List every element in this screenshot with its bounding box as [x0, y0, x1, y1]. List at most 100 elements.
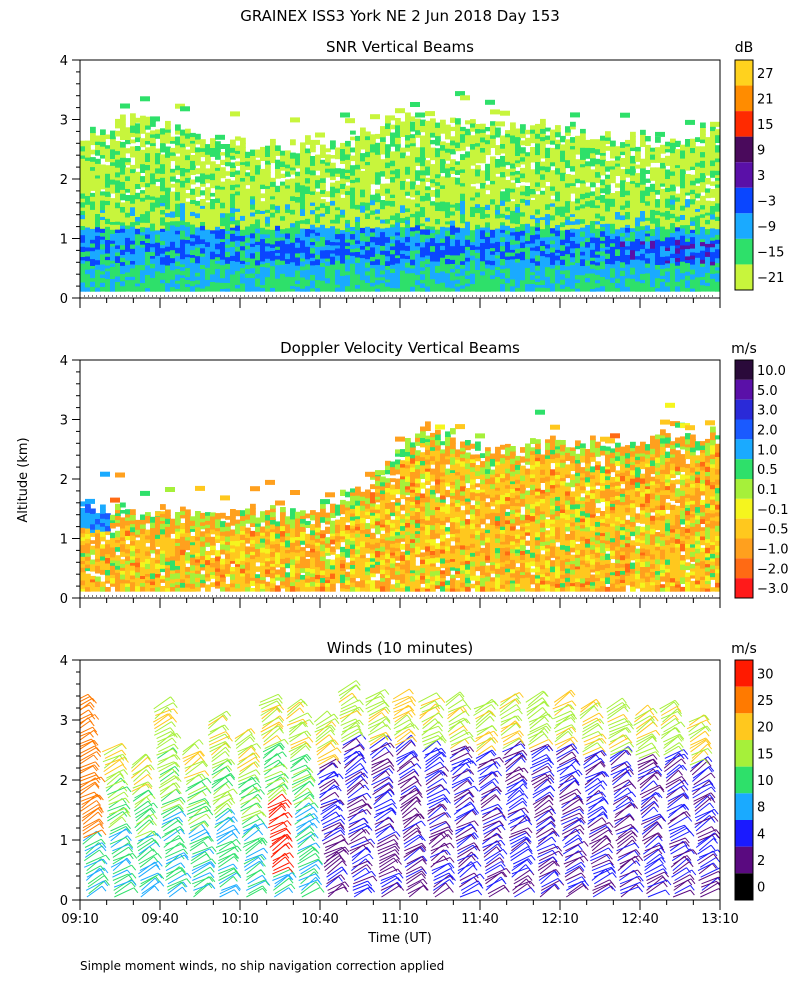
field-cell — [690, 184, 696, 190]
field-cell — [130, 172, 136, 179]
field-cell — [195, 147, 201, 153]
field-cell — [365, 241, 371, 247]
field-cell — [625, 277, 631, 282]
field-cell — [515, 248, 521, 254]
field-cell — [435, 258, 441, 262]
field-cell — [440, 184, 446, 189]
field-cell — [650, 191, 656, 197]
field-cell — [360, 279, 366, 285]
y-tick-label: 3 — [60, 114, 68, 129]
field-cell — [150, 158, 156, 164]
field-cell — [120, 533, 126, 538]
field-cell — [425, 277, 431, 282]
field-cell — [175, 276, 181, 281]
field-cell — [525, 227, 531, 234]
field-cell — [455, 123, 461, 128]
field-cell — [85, 223, 91, 228]
field-cell — [90, 267, 96, 274]
field-cell — [185, 286, 191, 292]
field-cell — [455, 283, 461, 287]
field-cell — [630, 171, 636, 176]
field-cell — [255, 169, 261, 175]
field-cell — [715, 262, 720, 268]
field-cell — [295, 256, 301, 261]
field-cell — [350, 233, 356, 240]
field-cell — [595, 228, 601, 233]
field-cell — [620, 240, 626, 247]
field-cell — [580, 223, 586, 228]
field-cell — [330, 231, 336, 235]
field-cell — [615, 244, 621, 250]
field-cell — [570, 224, 576, 229]
field-cell — [695, 205, 701, 209]
field-cell — [460, 95, 470, 101]
field-cell — [540, 148, 546, 154]
field-cell — [265, 266, 271, 273]
field-cell — [685, 248, 691, 254]
field-cell — [155, 133, 161, 139]
field-cell — [350, 197, 356, 204]
field-cell — [250, 180, 256, 185]
field-cell — [120, 573, 126, 580]
field-cell — [480, 157, 486, 164]
field-cell — [365, 186, 371, 190]
field-cell — [260, 226, 266, 231]
field-cell — [370, 166, 376, 171]
field-cell — [610, 272, 616, 278]
field-cell — [560, 264, 566, 271]
field-cell — [300, 276, 306, 284]
field-cell — [485, 216, 491, 223]
field-cell — [170, 245, 176, 251]
field-cell — [135, 198, 141, 205]
field-cell — [220, 250, 226, 256]
field-cell — [630, 186, 636, 193]
field-cell — [270, 151, 276, 159]
field-cell — [370, 194, 376, 201]
field-cell — [215, 220, 221, 227]
field-cell — [280, 239, 286, 246]
field-cell — [435, 169, 441, 175]
field-cell — [255, 153, 261, 158]
field-cell — [545, 287, 551, 292]
field-cell — [110, 218, 116, 222]
field-cell — [530, 183, 536, 189]
field-cell — [405, 272, 411, 277]
field-cell — [265, 215, 271, 221]
field-cell — [605, 282, 611, 289]
field-cell — [590, 152, 596, 159]
field-cell — [420, 209, 426, 214]
field-cell — [315, 182, 321, 189]
field-cell — [435, 269, 441, 273]
field-cell — [550, 147, 556, 153]
field-cell — [130, 132, 136, 138]
field-cell — [155, 274, 161, 280]
field-cell — [555, 148, 561, 155]
field-cell — [605, 287, 611, 292]
field-cell — [115, 192, 121, 198]
field-cell — [260, 284, 266, 288]
field-cell — [560, 167, 566, 173]
field-cell — [300, 287, 306, 292]
field-cell — [660, 248, 666, 254]
field-cell — [480, 211, 486, 216]
field-cell — [150, 580, 156, 586]
field-cell — [470, 220, 476, 225]
field-cell — [425, 249, 431, 256]
field-cell — [465, 274, 471, 279]
field-cell — [580, 128, 586, 134]
field-cell — [675, 152, 681, 157]
field-cell — [375, 258, 381, 265]
field-cell — [135, 524, 141, 530]
field-cell — [425, 263, 431, 268]
field-cell — [125, 513, 131, 518]
field-cell — [160, 224, 166, 229]
field-cell — [155, 167, 161, 174]
field-cell — [80, 579, 86, 586]
field-cell — [325, 282, 331, 288]
field-cell — [160, 181, 166, 186]
field-cell — [385, 115, 395, 121]
field-cell — [645, 248, 651, 254]
field-cell — [445, 286, 451, 292]
field-cell — [120, 141, 126, 148]
field-cell — [115, 565, 121, 570]
